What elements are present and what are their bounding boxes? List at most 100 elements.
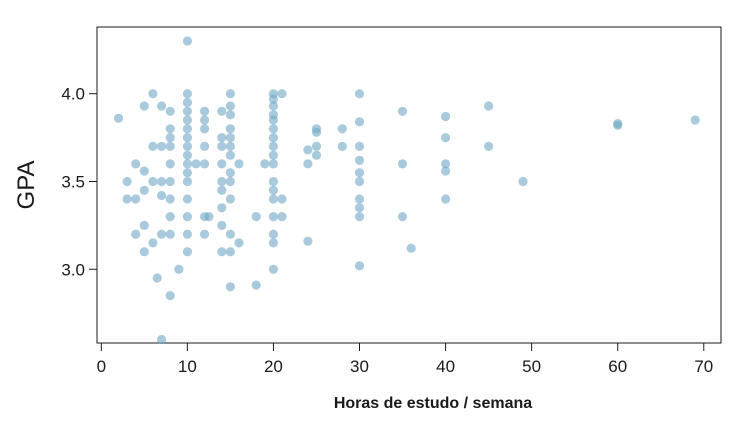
data-point [337, 141, 347, 151]
data-point [182, 89, 192, 99]
data-point [354, 203, 365, 213]
data-point [165, 212, 175, 222]
data-point [122, 194, 132, 204]
data-point [182, 150, 192, 160]
data-point [217, 176, 227, 187]
x-tick-label: 50 [522, 357, 541, 376]
data-point [311, 127, 322, 137]
data-point [200, 106, 210, 116]
data-point [268, 159, 278, 169]
data-point [182, 159, 192, 169]
data-point [268, 133, 278, 143]
data-point [148, 176, 158, 187]
data-point [174, 264, 184, 274]
data-point [354, 176, 365, 187]
data-point [148, 141, 158, 151]
data-point [354, 89, 365, 99]
x-axis-label: Horas de estudo / semana [334, 395, 532, 412]
data-point [165, 176, 175, 187]
data-point [182, 176, 192, 187]
data-point [225, 194, 235, 204]
data-point [268, 101, 278, 111]
data-point [200, 124, 210, 134]
data-point [131, 194, 141, 204]
data-points [113, 36, 700, 345]
data-point [484, 141, 494, 151]
data-point [182, 229, 192, 239]
plot-frame [96, 26, 722, 344]
data-point [303, 159, 313, 169]
data-point [268, 115, 278, 125]
data-point [268, 176, 278, 187]
data-point [182, 247, 192, 257]
data-point [268, 94, 278, 104]
data-point [354, 212, 365, 222]
data-point [268, 150, 278, 160]
data-point [354, 194, 365, 204]
data-point [251, 212, 261, 222]
data-point [165, 106, 175, 116]
data-point [182, 141, 192, 151]
data-point [441, 133, 451, 143]
y-axis-label: GPA [13, 161, 40, 210]
x-tick-label: 60 [608, 357, 627, 376]
data-point [165, 133, 175, 143]
data-point [268, 124, 278, 134]
data-point [268, 194, 278, 204]
data-point [441, 194, 451, 204]
data-point [139, 101, 149, 111]
data-point [225, 247, 235, 257]
data-point [225, 282, 235, 292]
data-point [397, 106, 408, 116]
x-tick-label: 40 [436, 357, 455, 376]
data-point [268, 229, 278, 239]
y-tick-label: 4.0 [61, 85, 85, 104]
data-point [225, 89, 235, 99]
data-point [217, 247, 227, 257]
data-point [225, 101, 235, 111]
data-point [204, 212, 214, 222]
data-point [165, 159, 175, 169]
data-point [225, 133, 235, 143]
data-point [354, 141, 365, 151]
data-point [225, 150, 235, 160]
data-point [217, 106, 227, 116]
x-tick-label: 10 [178, 357, 197, 376]
x-tick-label: 30 [350, 357, 369, 376]
data-point [397, 159, 408, 169]
x-tick-label: 20 [264, 357, 283, 376]
data-point [182, 194, 192, 204]
data-point [354, 261, 365, 271]
data-point [182, 124, 192, 134]
data-point [122, 176, 132, 187]
data-point [139, 247, 149, 257]
data-point [152, 273, 162, 283]
data-point [277, 194, 287, 204]
data-point [165, 194, 175, 204]
data-point [260, 159, 270, 169]
data-point [311, 141, 322, 151]
data-point [217, 220, 227, 230]
data-point [182, 212, 192, 222]
data-point [406, 243, 416, 253]
data-point [148, 238, 158, 248]
data-point [354, 155, 365, 165]
x-tick-label: 0 [97, 357, 106, 376]
data-point [354, 117, 365, 127]
data-point [234, 159, 244, 169]
data-point [690, 115, 700, 125]
data-point [303, 145, 313, 155]
data-point [337, 124, 347, 134]
data-point [217, 203, 227, 213]
data-point [225, 110, 235, 120]
data-point [217, 141, 227, 151]
data-point [251, 280, 261, 290]
data-point [268, 238, 278, 248]
data-point [268, 141, 278, 151]
data-point [200, 229, 210, 239]
data-point [113, 113, 124, 123]
data-point [165, 291, 175, 301]
data-point [182, 106, 192, 116]
data-point [268, 212, 278, 222]
